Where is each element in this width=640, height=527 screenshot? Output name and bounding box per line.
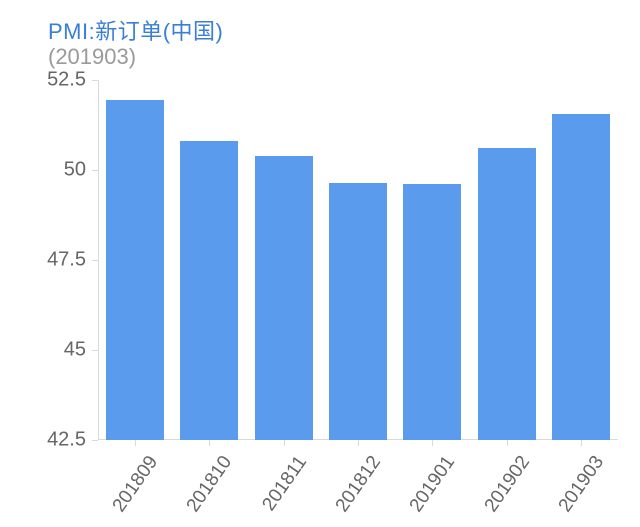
- x-tick-mark: [432, 440, 433, 446]
- bar: [552, 114, 610, 440]
- chart-title: PMI:新订单(中国): [48, 14, 223, 46]
- y-tick-mark: [92, 350, 98, 351]
- y-axis-line: [98, 80, 99, 440]
- y-tick-mark: [92, 170, 98, 171]
- x-tick-mark: [209, 440, 210, 446]
- x-tick-label: 201811: [242, 452, 312, 527]
- x-tick-label: 201902: [465, 452, 535, 527]
- y-tick-label: 50: [28, 159, 86, 182]
- x-tick-mark: [507, 440, 508, 446]
- y-tick-mark: [92, 440, 98, 441]
- x-tick-mark: [581, 440, 582, 446]
- y-tick-mark: [92, 260, 98, 261]
- x-tick-mark: [284, 440, 285, 446]
- x-tick-label: 201810: [168, 452, 238, 527]
- x-tick-mark: [358, 440, 359, 446]
- chart-container: PMI:新订单(中国) (201903) 42.54547.55052.5201…: [0, 0, 640, 527]
- x-tick-mark: [135, 440, 136, 446]
- bar: [255, 156, 313, 440]
- bar: [180, 141, 238, 440]
- x-tick-label: 201903: [539, 452, 609, 527]
- plot-area: 42.54547.55052.5201809201810201811201812…: [98, 80, 618, 440]
- bar: [329, 183, 387, 440]
- chart-subtitle: (201903): [48, 44, 136, 70]
- x-tick-label: 201901: [391, 452, 461, 527]
- y-tick-label: 47.5: [28, 249, 86, 272]
- bar: [478, 148, 536, 440]
- x-tick-label: 201809: [94, 452, 164, 527]
- y-tick-mark: [92, 80, 98, 81]
- bar: [403, 184, 461, 440]
- y-tick-label: 45: [28, 339, 86, 362]
- x-tick-label: 201812: [316, 452, 386, 527]
- y-tick-label: 52.5: [28, 69, 86, 92]
- bar: [106, 100, 164, 440]
- y-tick-label: 42.5: [28, 429, 86, 452]
